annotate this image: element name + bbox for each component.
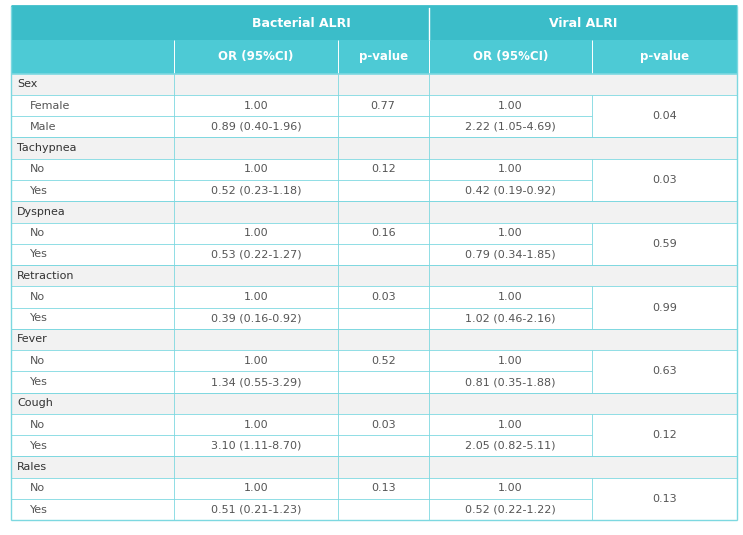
Text: 1.02 (0.46-2.16): 1.02 (0.46-2.16) — [465, 313, 556, 323]
Text: 0.51 (0.21-1.23): 0.51 (0.21-1.23) — [211, 505, 302, 515]
Text: 0.13: 0.13 — [371, 483, 395, 493]
Text: 0.04: 0.04 — [652, 111, 677, 121]
Text: OR (95%CI): OR (95%CI) — [218, 50, 293, 63]
Text: 1.00: 1.00 — [498, 483, 522, 493]
Text: 0.63: 0.63 — [652, 366, 677, 377]
Bar — [11, 159, 737, 180]
Text: No: No — [30, 292, 45, 302]
Text: 0.59: 0.59 — [652, 239, 677, 249]
Text: 0.99: 0.99 — [652, 303, 677, 312]
Text: 0.03: 0.03 — [371, 419, 395, 430]
Text: 1.00: 1.00 — [244, 101, 268, 111]
Bar — [11, 393, 737, 414]
Bar — [11, 478, 737, 499]
Text: Viral ALRI: Viral ALRI — [548, 17, 617, 30]
Text: 0.53 (0.22-1.27): 0.53 (0.22-1.27) — [211, 249, 302, 259]
Bar — [11, 265, 737, 286]
Bar — [11, 40, 737, 74]
Text: 2.22 (1.05-4.69): 2.22 (1.05-4.69) — [465, 122, 556, 132]
Text: 1.34 (0.55-3.29): 1.34 (0.55-3.29) — [211, 377, 302, 387]
Text: Yes: Yes — [30, 505, 48, 515]
Text: 3.10 (1.11-8.70): 3.10 (1.11-8.70) — [211, 441, 302, 451]
Text: Fever: Fever — [17, 334, 48, 345]
Text: No: No — [30, 164, 45, 174]
Bar — [11, 116, 737, 137]
Text: Bacterial ALRI: Bacterial ALRI — [252, 17, 351, 30]
Text: Yes: Yes — [30, 377, 48, 387]
Text: 1.00: 1.00 — [498, 292, 522, 302]
Text: Retraction: Retraction — [17, 271, 74, 281]
Text: 0.77: 0.77 — [371, 101, 395, 111]
Text: Dyspnea: Dyspnea — [17, 207, 66, 217]
Text: 1.00: 1.00 — [244, 228, 268, 238]
Text: 1.00: 1.00 — [244, 483, 268, 493]
Text: 1.00: 1.00 — [498, 356, 522, 366]
Text: 0.81 (0.35-1.88): 0.81 (0.35-1.88) — [465, 377, 556, 387]
Text: 0.79 (0.34-1.85): 0.79 (0.34-1.85) — [465, 249, 556, 259]
Text: 0.03: 0.03 — [652, 175, 677, 185]
Text: 1.00: 1.00 — [244, 164, 268, 174]
Text: 0.52 (0.22-1.22): 0.52 (0.22-1.22) — [465, 505, 556, 515]
Text: 0.52: 0.52 — [371, 356, 395, 366]
Text: Yes: Yes — [30, 441, 48, 451]
Bar — [11, 95, 737, 116]
Bar — [11, 414, 737, 435]
Bar — [11, 74, 737, 95]
Text: Yes: Yes — [30, 186, 48, 196]
Text: 1.00: 1.00 — [498, 164, 522, 174]
Bar — [11, 223, 737, 244]
Bar — [11, 244, 737, 265]
Text: Female: Female — [30, 101, 70, 111]
Text: 0.16: 0.16 — [371, 228, 395, 238]
Text: 1.00: 1.00 — [498, 101, 522, 111]
Bar — [11, 435, 737, 456]
Text: No: No — [30, 419, 45, 430]
Text: 1.00: 1.00 — [244, 419, 268, 430]
Text: 1.00: 1.00 — [244, 292, 268, 302]
Text: Cough: Cough — [17, 398, 53, 408]
Bar — [11, 6, 737, 40]
Text: 0.12: 0.12 — [371, 164, 395, 174]
Text: 1.00: 1.00 — [244, 356, 268, 366]
Bar — [11, 371, 737, 393]
Text: Tachypnea: Tachypnea — [17, 143, 77, 153]
Bar — [11, 350, 737, 371]
Bar — [11, 137, 737, 159]
Text: Male: Male — [30, 122, 56, 132]
Bar — [11, 329, 737, 350]
Bar — [11, 308, 737, 329]
Text: Rales: Rales — [17, 462, 48, 472]
Text: 0.52 (0.23-1.18): 0.52 (0.23-1.18) — [211, 186, 302, 196]
Text: No: No — [30, 483, 45, 493]
Text: 0.39 (0.16-0.92): 0.39 (0.16-0.92) — [211, 313, 302, 323]
Bar — [11, 456, 737, 478]
Text: p-value: p-value — [359, 50, 408, 63]
Bar — [11, 201, 737, 223]
Text: No: No — [30, 356, 45, 366]
Text: 0.42 (0.19-0.92): 0.42 (0.19-0.92) — [465, 186, 556, 196]
Text: 1.00: 1.00 — [498, 419, 522, 430]
Bar — [11, 499, 737, 520]
Text: 0.03: 0.03 — [371, 292, 395, 302]
Text: 0.13: 0.13 — [652, 494, 677, 504]
Text: Yes: Yes — [30, 249, 48, 259]
Text: p-value: p-value — [640, 50, 689, 63]
Text: 1.00: 1.00 — [498, 228, 522, 238]
Text: OR (95%CI): OR (95%CI) — [473, 50, 548, 63]
Text: No: No — [30, 228, 45, 238]
Text: 2.05 (0.82-5.11): 2.05 (0.82-5.11) — [465, 441, 556, 451]
Bar — [11, 180, 737, 201]
Text: Sex: Sex — [17, 79, 37, 89]
Text: Yes: Yes — [30, 313, 48, 323]
Text: 0.89 (0.40-1.96): 0.89 (0.40-1.96) — [211, 122, 302, 132]
Bar — [11, 286, 737, 308]
Text: 0.12: 0.12 — [652, 430, 677, 440]
